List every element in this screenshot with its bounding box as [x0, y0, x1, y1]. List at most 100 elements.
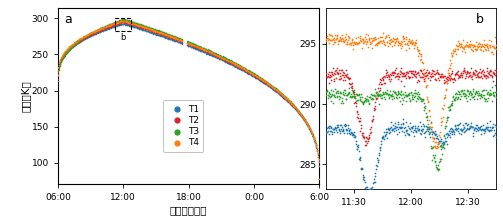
- Point: [468, 126, 476, 129]
- Point: [355, 157, 363, 160]
- Point: [370, 107, 378, 110]
- Point: [196, 47, 204, 50]
- Point: [313, 151, 321, 155]
- Point: [136, 27, 144, 31]
- Point: [108, 24, 116, 27]
- Point: [138, 24, 146, 28]
- Point: [349, 131, 357, 135]
- Point: [268, 85, 276, 89]
- Point: [482, 89, 490, 92]
- Point: [211, 54, 219, 58]
- Point: [72, 41, 80, 45]
- Point: [292, 106, 300, 109]
- Point: [93, 31, 101, 34]
- Point: [412, 126, 421, 129]
- Point: [153, 31, 161, 34]
- Point: [440, 146, 448, 149]
- Point: [270, 88, 278, 92]
- Point: [121, 18, 129, 22]
- Point: [131, 25, 139, 29]
- Point: [75, 38, 83, 41]
- Point: [298, 114, 306, 118]
- Point: [330, 79, 339, 83]
- Point: [205, 50, 213, 54]
- Point: [283, 96, 291, 100]
- Point: [352, 140, 360, 143]
- Point: [253, 73, 261, 77]
- Point: [437, 139, 445, 143]
- Point: [61, 52, 69, 56]
- Point: [329, 74, 337, 77]
- Point: [200, 48, 208, 52]
- Point: [238, 68, 246, 72]
- Point: [87, 31, 95, 35]
- Point: [307, 130, 315, 133]
- Point: [413, 54, 422, 58]
- Point: [281, 97, 289, 101]
- Point: [250, 75, 259, 79]
- Point: [288, 102, 296, 106]
- Point: [94, 28, 102, 32]
- Point: [312, 145, 320, 149]
- Point: [413, 47, 421, 51]
- Point: [285, 99, 293, 102]
- Point: [323, 34, 331, 38]
- Point: [392, 40, 400, 43]
- Point: [310, 136, 318, 140]
- Point: [473, 97, 481, 100]
- Point: [270, 88, 278, 91]
- Point: [315, 164, 323, 168]
- Point: [390, 126, 398, 130]
- Point: [145, 29, 153, 32]
- Point: [193, 44, 201, 47]
- Point: [230, 63, 238, 66]
- Point: [75, 40, 83, 44]
- Point: [394, 40, 402, 43]
- Point: [370, 177, 378, 181]
- Point: [374, 41, 382, 44]
- Point: [323, 88, 331, 91]
- Point: [59, 54, 67, 57]
- Point: [305, 125, 313, 128]
- Point: [432, 132, 440, 136]
- Point: [69, 44, 77, 48]
- Point: [252, 76, 260, 79]
- Point: [97, 29, 105, 33]
- Point: [479, 74, 487, 78]
- Point: [294, 110, 302, 114]
- Point: [57, 58, 65, 61]
- Point: [76, 37, 84, 41]
- Point: [429, 153, 437, 157]
- Point: [210, 51, 218, 54]
- Point: [91, 29, 99, 33]
- Point: [258, 77, 266, 81]
- Point: [227, 60, 235, 64]
- Point: [78, 38, 87, 42]
- Point: [123, 23, 131, 26]
- Point: [177, 41, 185, 44]
- Point: [215, 53, 223, 57]
- Point: [344, 76, 352, 80]
- Point: [413, 127, 421, 130]
- Point: [361, 40, 369, 43]
- Point: [196, 45, 204, 48]
- Point: [311, 139, 319, 142]
- Point: [412, 96, 421, 99]
- Point: [205, 51, 213, 54]
- Point: [259, 79, 267, 82]
- Point: [92, 29, 100, 33]
- Point: [125, 20, 133, 23]
- Point: [253, 73, 261, 77]
- Point: [103, 26, 111, 30]
- Point: [74, 38, 82, 41]
- Point: [131, 24, 139, 27]
- Point: [123, 20, 131, 24]
- Point: [236, 67, 244, 70]
- Point: [274, 89, 282, 92]
- Point: [229, 62, 237, 66]
- Point: [212, 52, 220, 55]
- Point: [468, 48, 476, 52]
- Point: [62, 52, 70, 55]
- Point: [336, 131, 344, 134]
- Point: [74, 40, 82, 44]
